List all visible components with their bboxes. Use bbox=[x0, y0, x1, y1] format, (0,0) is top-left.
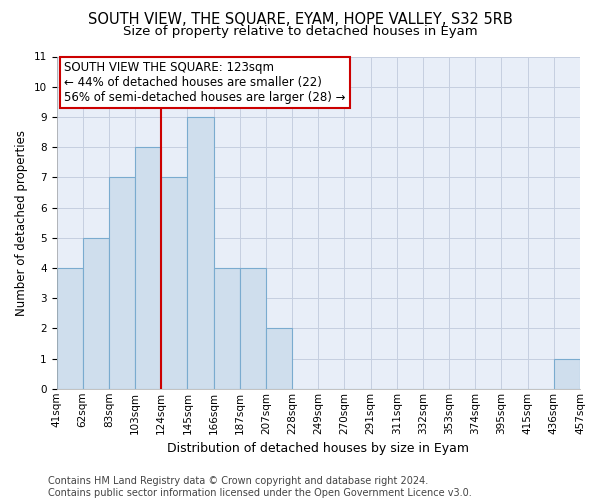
Text: Contains HM Land Registry data © Crown copyright and database right 2024.
Contai: Contains HM Land Registry data © Crown c… bbox=[48, 476, 472, 498]
Bar bbox=[554, 358, 580, 389]
Bar bbox=[240, 268, 266, 389]
Bar bbox=[214, 268, 240, 389]
Bar bbox=[56, 268, 83, 389]
Bar bbox=[266, 328, 292, 389]
Bar bbox=[187, 117, 214, 389]
Bar bbox=[161, 178, 187, 389]
Bar bbox=[83, 238, 109, 389]
Y-axis label: Number of detached properties: Number of detached properties bbox=[15, 130, 28, 316]
Text: SOUTH VIEW, THE SQUARE, EYAM, HOPE VALLEY, S32 5RB: SOUTH VIEW, THE SQUARE, EYAM, HOPE VALLE… bbox=[88, 12, 512, 28]
Bar bbox=[135, 147, 161, 389]
Text: Size of property relative to detached houses in Eyam: Size of property relative to detached ho… bbox=[122, 25, 478, 38]
Bar bbox=[109, 178, 135, 389]
Text: SOUTH VIEW THE SQUARE: 123sqm
← 44% of detached houses are smaller (22)
56% of s: SOUTH VIEW THE SQUARE: 123sqm ← 44% of d… bbox=[64, 61, 346, 104]
X-axis label: Distribution of detached houses by size in Eyam: Distribution of detached houses by size … bbox=[167, 442, 469, 455]
